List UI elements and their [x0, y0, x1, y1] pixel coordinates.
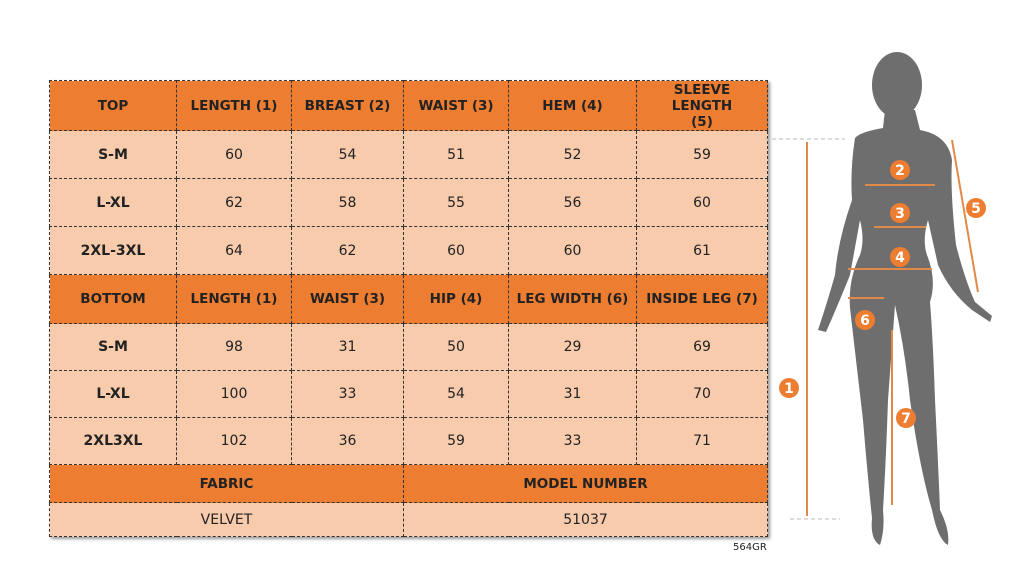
value-cell: 102 [176, 417, 292, 465]
fabric-model-header-row: FABRIC MODEL NUMBER [49, 464, 768, 503]
size-cell: S-M [49, 130, 177, 179]
value-cell: 33 [291, 370, 404, 418]
body-measurement-diagram: 1 2 3 4 5 6 7 [765, 52, 992, 545]
fabric-label: FABRIC [49, 464, 404, 503]
value-cell: 60 [508, 226, 637, 275]
header-cell: TOP [49, 80, 177, 131]
model-number-label: MODEL NUMBER [403, 464, 768, 503]
marker-3: 3 [895, 206, 905, 222]
value-cell: 31 [508, 370, 637, 418]
size-chart-table: TOP LENGTH (1) BREAST (2) WAIST (3) HEM … [49, 80, 768, 537]
value-cell: 36 [291, 417, 404, 465]
value-cell: 58 [291, 178, 404, 227]
header-cell: LENGTH (1) [176, 274, 292, 324]
fabric-model-value-row: VELVET 51037 [49, 502, 768, 537]
value-cell: 50 [403, 323, 509, 371]
header-cell: BOTTOM [49, 274, 177, 324]
size-row: 2XL-3XL 64 62 60 60 61 [49, 226, 768, 275]
header-cell: LENGTH (1) [176, 80, 292, 131]
value-cell: 71 [636, 417, 768, 465]
header-cell: WAIST (3) [291, 274, 404, 324]
value-cell: 56 [508, 178, 637, 227]
size-cell: L-XL [49, 370, 177, 418]
header-cell: HEM (4) [508, 80, 637, 131]
value-cell: 62 [176, 178, 292, 227]
header-cell: HIP (4) [403, 274, 509, 324]
value-cell: 54 [403, 370, 509, 418]
value-cell: 98 [176, 323, 292, 371]
size-row: L-XL 100 33 54 31 70 [49, 370, 768, 418]
size-row: 2XL3XL 102 36 59 33 71 [49, 417, 768, 465]
bottom-header-row: BOTTOM LENGTH (1) WAIST (3) HIP (4) LEG … [49, 274, 768, 324]
measurement-lines [765, 138, 979, 520]
size-row: S-M 98 31 50 29 69 [49, 323, 768, 371]
size-row: L-XL 62 58 55 56 60 [49, 178, 768, 227]
value-cell: 60 [636, 178, 768, 227]
value-cell: 70 [636, 370, 768, 418]
marker-1: 1 [784, 381, 794, 397]
markers: 1 2 3 4 5 6 7 [779, 160, 986, 428]
marker-2: 2 [895, 163, 905, 179]
product-code: 564GR [733, 542, 767, 553]
size-row: S-M 60 54 51 52 59 [49, 130, 768, 179]
value-cell: 55 [403, 178, 509, 227]
value-cell: 59 [636, 130, 768, 179]
fabric-value: VELVET [49, 502, 404, 537]
value-cell: 64 [176, 226, 292, 275]
header-cell: SLEEVE LENGTH (5) [636, 80, 768, 131]
marker-7: 7 [901, 411, 911, 427]
top-header-row: TOP LENGTH (1) BREAST (2) WAIST (3) HEM … [49, 80, 768, 131]
value-cell: 54 [291, 130, 404, 179]
marker-4: 4 [895, 250, 905, 266]
value-cell: 60 [176, 130, 292, 179]
value-cell: 29 [508, 323, 637, 371]
value-cell: 100 [176, 370, 292, 418]
header-cell: WAIST (3) [403, 80, 509, 131]
size-cell: 2XL-3XL [49, 226, 177, 275]
header-cell: INSIDE LEG (7) [636, 274, 768, 324]
value-cell: 59 [403, 417, 509, 465]
value-cell: 33 [508, 417, 637, 465]
value-cell: 52 [508, 130, 637, 179]
size-cell: 2XL3XL [49, 417, 177, 465]
model-number-value: 51037 [403, 502, 768, 537]
size-cell: S-M [49, 323, 177, 371]
value-cell: 60 [403, 226, 509, 275]
value-cell: 61 [636, 226, 768, 275]
value-cell: 69 [636, 323, 768, 371]
marker-5: 5 [971, 201, 981, 217]
size-cell: L-XL [49, 178, 177, 227]
value-cell: 62 [291, 226, 404, 275]
value-cell: 31 [291, 323, 404, 371]
value-cell: 51 [403, 130, 509, 179]
silhouette [818, 52, 992, 545]
marker-6: 6 [860, 313, 870, 329]
header-cell: LEG WIDTH (6) [508, 274, 637, 324]
header-cell: BREAST (2) [291, 80, 404, 131]
